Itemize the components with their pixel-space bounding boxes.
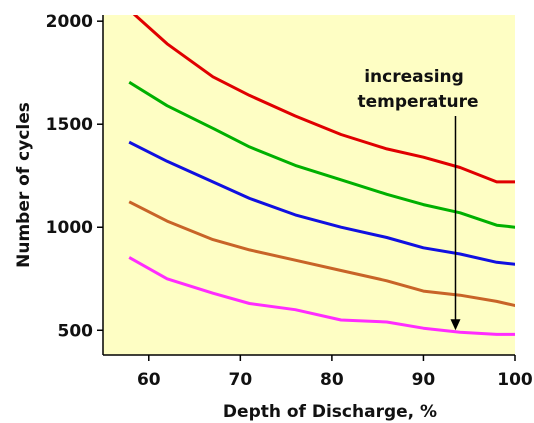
x-tick-label: 80 (320, 370, 344, 390)
y-axis-title: Number of cycles (14, 102, 34, 268)
x-tick-label: 100 (497, 370, 533, 390)
series-line-2 (128, 80, 515, 229)
y-tick-label: 1500 (46, 115, 93, 135)
x-axis-title: Depth of Discharge, % (223, 402, 437, 422)
ticks-layer: 60 70 80 90 100 500 1000 1500 2000 (46, 12, 533, 390)
y-tick-label: 500 (58, 321, 94, 341)
x-tick-label: 90 (412, 370, 436, 390)
annotation-line-2: temperature (357, 92, 478, 112)
x-tick-label: 70 (228, 370, 252, 390)
series-line-5 (128, 256, 515, 336)
arrow-head (450, 319, 461, 331)
series-layer (128, 15, 515, 336)
x-tick-label: 60 (137, 370, 161, 390)
series-line-1 (132, 15, 515, 184)
y-tick-label: 1000 (46, 218, 93, 238)
series-line-3 (128, 140, 515, 266)
plot-area (103, 15, 515, 355)
annotation-arrow (450, 115, 461, 331)
annotation-line-1: increasing (364, 67, 464, 87)
y-tick-label: 2000 (46, 12, 93, 32)
series-line-4 (128, 200, 515, 308)
